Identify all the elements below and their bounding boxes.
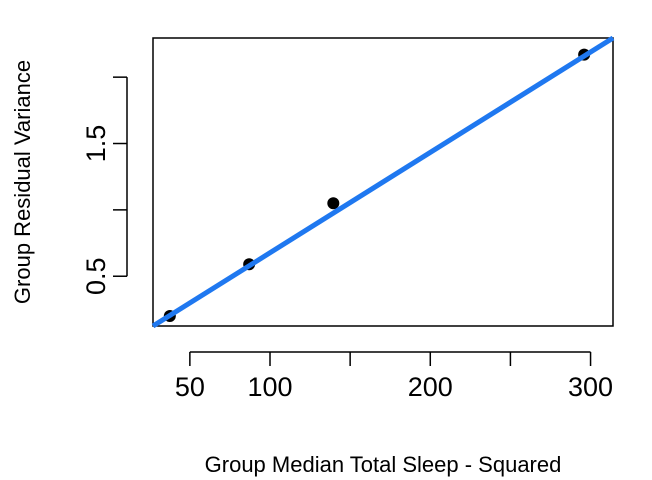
x-tick-label-100: 100: [247, 372, 292, 402]
fit-line: [151, 35, 615, 329]
data-point-3: [327, 197, 340, 210]
y-tick-label-0.5: 0.5: [81, 257, 111, 295]
y-tick-label-1.5: 1.5: [81, 125, 111, 163]
x-axis-title: Group Median Total Sleep - Squared: [205, 452, 562, 477]
plot-marks: [151, 35, 615, 329]
x-tick-label-50: 50: [175, 372, 205, 402]
plot-frame: [152, 37, 614, 327]
y-axis: 0.5 1.5: [81, 76, 128, 295]
x-tick-label-200: 200: [408, 372, 453, 402]
x-axis: 50 100 200 300: [175, 351, 613, 402]
y-axis-title: Group Residual Variance: [10, 60, 35, 304]
x-tick-label-300: 300: [568, 372, 613, 402]
